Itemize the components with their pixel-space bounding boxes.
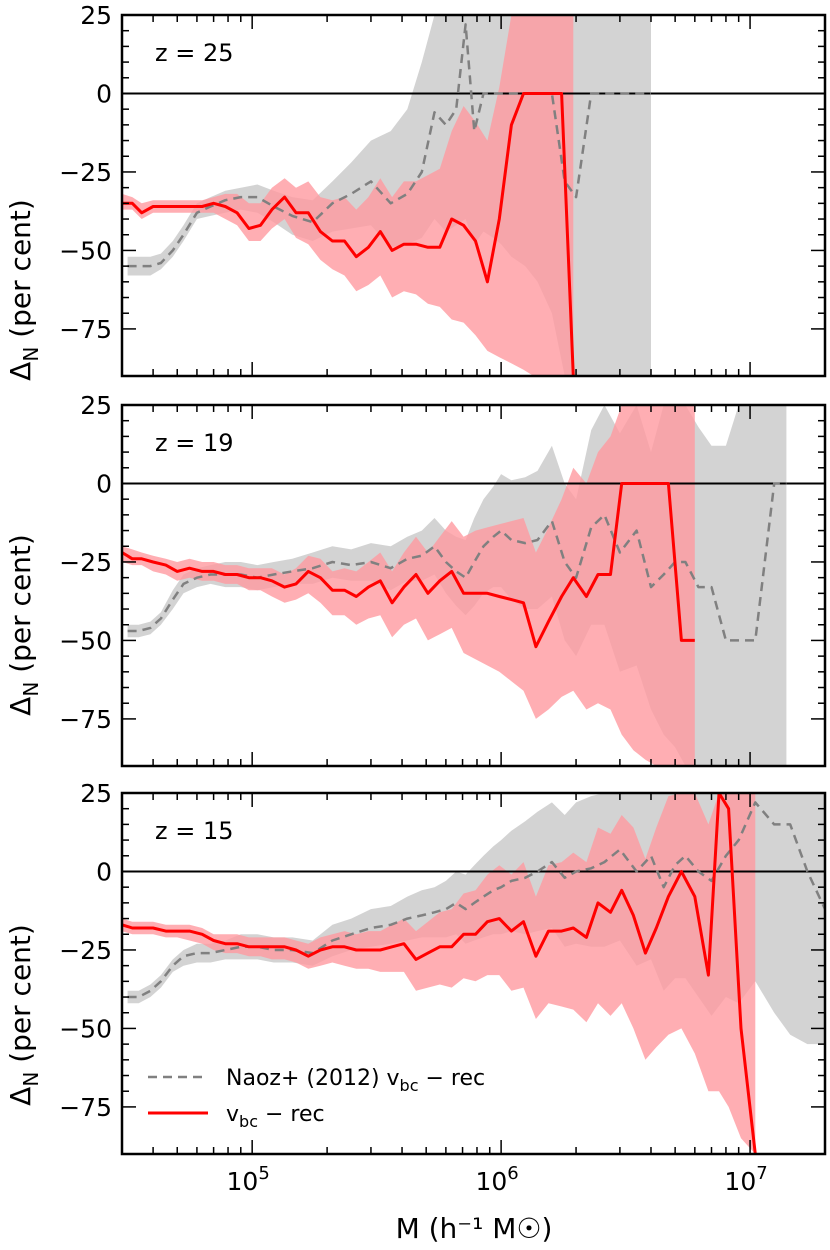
y-tick-label: −25 bbox=[59, 158, 112, 187]
plot-area bbox=[122, 793, 825, 1154]
y-tick-label: −50 bbox=[59, 236, 112, 265]
x-tick-labels: 105 106 107 bbox=[227, 1163, 768, 1196]
panel-2: 25 0 −25 −50 −75 z = 19 bbox=[59, 391, 827, 768]
plot-area bbox=[122, 15, 825, 376]
legend-label-vbc: vbc − rec bbox=[226, 1102, 325, 1131]
y-tick-label: −75 bbox=[59, 315, 112, 344]
y-tick-label: 25 bbox=[80, 779, 112, 808]
panel-3: 25 0 −25 −50 −75 z = 15 bbox=[59, 779, 827, 1156]
y-axis-title-text: ΔN (per cent) bbox=[4, 199, 43, 381]
y-tick-label: 0 bbox=[96, 79, 112, 108]
plot-area bbox=[122, 405, 825, 766]
band-vbc bbox=[122, 15, 574, 376]
y-tick-label: −25 bbox=[59, 936, 112, 965]
line-naoz bbox=[127, 801, 825, 999]
line-vbc bbox=[122, 92, 575, 376]
panel-frame bbox=[120, 13, 827, 378]
y-tick-label: −75 bbox=[59, 705, 112, 734]
panel-1: 25 0 −25 −50 −75 z = 25 bbox=[59, 1, 827, 378]
band-vbc bbox=[122, 405, 695, 766]
y-axis-title-text: ΔN (per cent) bbox=[4, 534, 43, 716]
y-tick-label: 25 bbox=[80, 1, 112, 30]
line-vbc bbox=[122, 793, 757, 1154]
line-naoz bbox=[127, 23, 651, 268]
y-axis-title-top: ΔN (per cent) bbox=[4, 199, 43, 381]
y-tick-label: 0 bbox=[96, 469, 112, 498]
line-vbc bbox=[122, 482, 695, 649]
legend-label-naoz: Naoz+ (2012) vbc − rec bbox=[226, 1066, 485, 1095]
legend: Naoz+ (2012) vbc − rec vbc − rec bbox=[148, 1066, 485, 1131]
y-axis-title-text: ΔN (per cent) bbox=[4, 924, 43, 1106]
y-tick-label: −50 bbox=[59, 1014, 112, 1043]
panels: 25 0 −25 −50 −75 z = 25 25 0 −25 −50 −75 z = 19 25 0 −… bbox=[59, 1, 827, 1196]
y-tick-label: −75 bbox=[59, 1093, 112, 1122]
y-tick-label: 25 bbox=[80, 391, 112, 420]
y-tick-label: −50 bbox=[59, 626, 112, 655]
panel-frame bbox=[120, 791, 827, 1156]
y-axis-title-middle: ΔN (per cent) bbox=[4, 534, 43, 716]
x-tick-label: 106 bbox=[475, 1163, 518, 1196]
panel-label: z = 25 bbox=[155, 39, 234, 67]
x-axis-title: M (h⁻¹ M☉) bbox=[396, 1212, 553, 1245]
panel-label: z = 15 bbox=[155, 817, 234, 845]
y-tick-label: 0 bbox=[96, 857, 112, 886]
band-vbc bbox=[122, 793, 756, 1154]
panel-label: z = 19 bbox=[155, 429, 234, 457]
y-axis-title-bottom: ΔN (per cent) bbox=[4, 924, 43, 1106]
panel-frame bbox=[120, 403, 827, 768]
x-tick-label: 105 bbox=[227, 1163, 270, 1196]
x-tick-label: 107 bbox=[724, 1163, 767, 1196]
y-tick-label: −25 bbox=[59, 548, 112, 577]
